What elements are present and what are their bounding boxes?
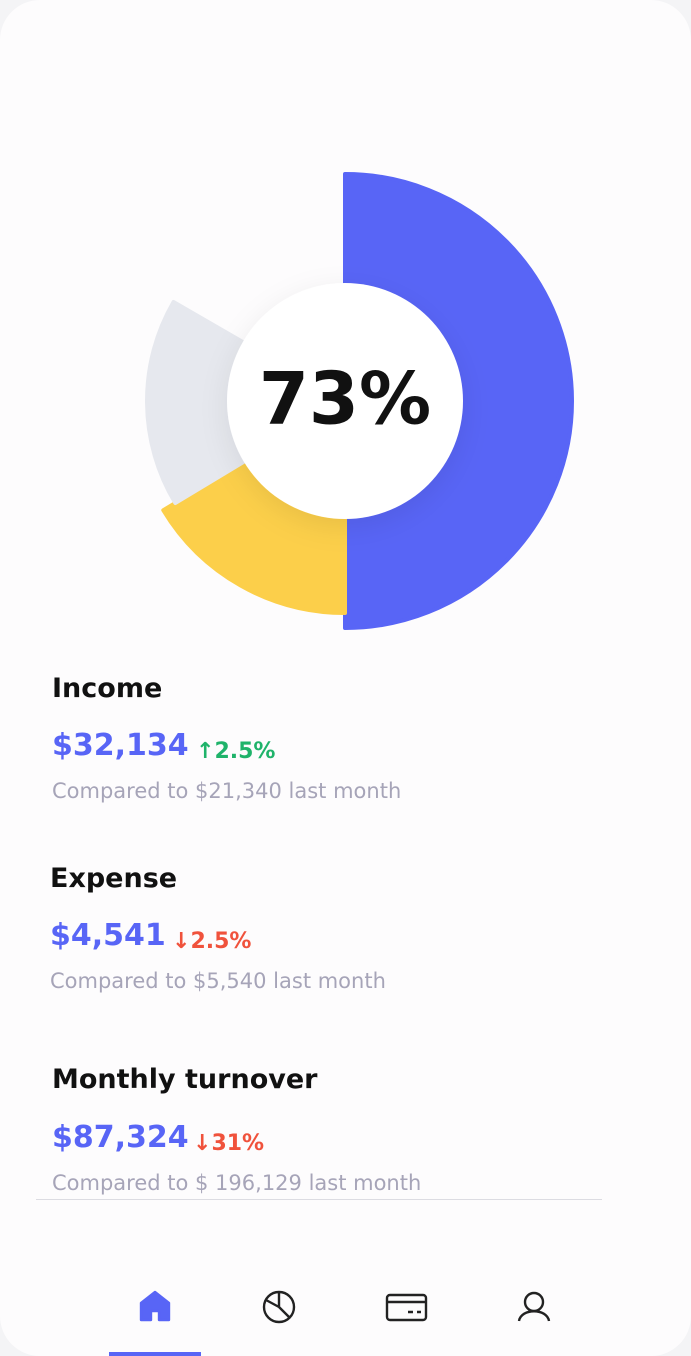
change-value: 2.5% <box>190 929 252 954</box>
donut-center <box>227 283 463 519</box>
stat-amount: $4,541 <box>50 918 166 953</box>
cards-tab[interactable] <box>385 1293 428 1322</box>
divider <box>36 1199 602 1200</box>
change-value: 31% <box>211 1131 265 1156</box>
stat-comparison: Compared to $ 196,129 last month <box>52 1171 422 1195</box>
stat-change: ↓31% <box>193 1131 265 1156</box>
stat-title: Monthly turnover <box>52 1064 318 1095</box>
stat-title: Income <box>52 673 163 704</box>
stat-amount: $87,324 <box>52 1120 189 1155</box>
stats-tab[interactable] <box>262 1290 296 1324</box>
center-label: 73% <box>259 357 431 441</box>
stat-title: Expense <box>50 863 178 894</box>
change-value: 2.5% <box>214 739 276 764</box>
donut-chart: 73% <box>145 172 574 630</box>
profile-tab[interactable] <box>517 1291 551 1322</box>
home-tab[interactable] <box>109 1290 201 1356</box>
stat-change: ↓2.5% <box>172 929 252 954</box>
stat-comparison: Compared to $5,540 last month <box>50 969 386 993</box>
stat-comparison: Compared to $21,340 last month <box>52 779 402 803</box>
stat-amount: $32,134 <box>52 728 189 763</box>
tab-bar <box>109 1290 551 1356</box>
stat-change: ↑2.5% <box>196 739 276 764</box>
